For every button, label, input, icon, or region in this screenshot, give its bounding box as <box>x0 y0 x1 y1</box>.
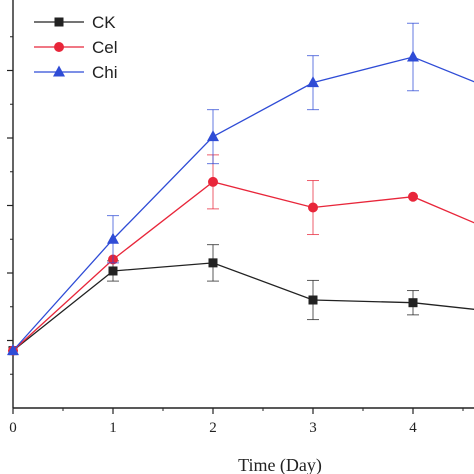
legend-label: CK <box>92 13 116 32</box>
data-point-chi <box>207 130 219 142</box>
axes: 0 1 2 3 4 <box>7 0 474 436</box>
x-tick-label: 0 <box>9 420 17 436</box>
data-point-cel <box>208 176 218 187</box>
series-ck <box>8 244 474 356</box>
x-tick-label: 2 <box>209 420 217 436</box>
legend-item-cel: Cel <box>34 38 118 57</box>
series-line-chi <box>12 56 474 352</box>
legend-marker-triangle-icon <box>53 65 65 77</box>
data-point-cel <box>408 191 418 202</box>
legend-item-ck: CK <box>34 13 116 32</box>
series-line-ck <box>12 262 474 352</box>
x-tick-label: 4 <box>409 420 417 436</box>
legend-label: Cel <box>92 38 118 57</box>
series-cel <box>8 154 474 356</box>
series-line-cel <box>12 181 474 352</box>
x-tick-label: 1 <box>109 420 117 436</box>
data-point-chi <box>107 232 119 244</box>
series-chi <box>7 22 474 356</box>
data-point-chi <box>407 50 419 62</box>
data-point-cel <box>308 202 318 213</box>
legend-marker-square-icon <box>54 17 64 27</box>
legend-label: Chi <box>92 63 118 82</box>
data-point-ck <box>408 298 418 308</box>
data-point-ck <box>308 295 318 305</box>
data-point-chi <box>7 344 19 356</box>
data-point-ck <box>208 258 218 268</box>
legend-item-chi: Chi <box>34 63 118 82</box>
data-point-chi <box>307 76 319 88</box>
legend-marker-circle-icon <box>54 42 64 52</box>
series-layer <box>7 22 474 356</box>
legend: CK Cel Chi <box>34 13 118 82</box>
x-tick-label: 3 <box>309 420 317 436</box>
x-axis-title: Time (Day) <box>238 455 322 474</box>
data-point-ck <box>108 266 118 276</box>
